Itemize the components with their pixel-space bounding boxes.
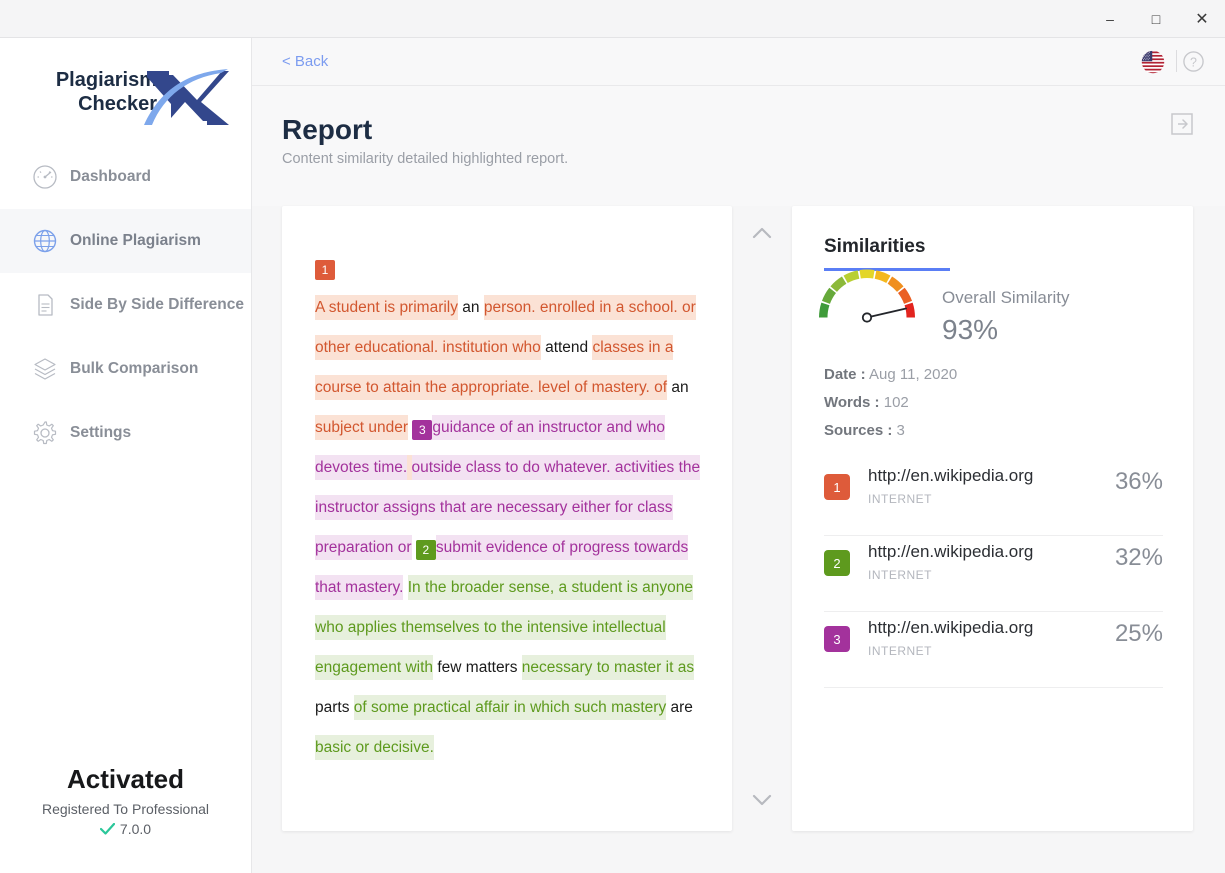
svg-text:?: ? [1190,55,1197,69]
